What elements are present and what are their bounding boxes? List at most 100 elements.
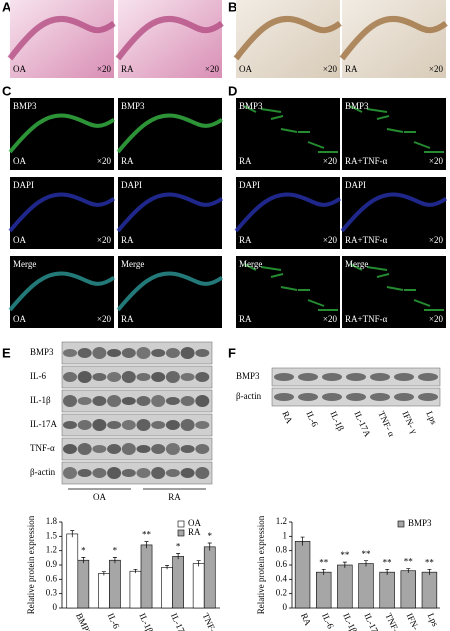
y-tick-label: 0 (283, 602, 288, 612)
y-tick-label: 0.2 (276, 588, 287, 598)
y-tick-label: 0.6 (276, 559, 288, 569)
band (180, 419, 195, 431)
tissue (339, 15, 448, 61)
band (107, 467, 122, 479)
band (107, 444, 122, 454)
tissue (8, 192, 116, 233)
band (274, 393, 294, 401)
band (151, 467, 166, 479)
error-bar (385, 568, 390, 576)
error-bar (196, 560, 201, 567)
band (121, 469, 136, 477)
band (370, 393, 390, 401)
cell (386, 286, 404, 291)
y-tick-label: 0.3 (46, 588, 58, 598)
error-bar (364, 560, 368, 567)
image-label: RA (121, 314, 134, 324)
band (136, 445, 151, 453)
image-label: OA (13, 156, 26, 166)
legend-swatch (177, 520, 185, 528)
cell (270, 273, 284, 278)
band (180, 347, 195, 359)
bar (129, 570, 142, 609)
band (180, 468, 195, 478)
significance: * (176, 542, 181, 552)
bar (172, 556, 184, 609)
legend-label: RA (188, 527, 201, 537)
cell (243, 263, 257, 271)
lane-label: IL-17A (352, 409, 373, 438)
band (77, 348, 92, 358)
lane-label: TNF- α (376, 409, 397, 438)
band (165, 371, 180, 383)
significance: ** (362, 549, 372, 559)
image-label: RA (121, 64, 134, 74)
band (298, 393, 318, 401)
stain-label: BMP3 (239, 101, 263, 111)
x-tick-label: IL-17A (169, 611, 190, 631)
image-label: RA (345, 64, 358, 74)
magnification: ×20 (323, 156, 338, 166)
bar (98, 573, 110, 609)
x-tick-label: RA (299, 611, 314, 627)
significance: ** (319, 557, 329, 567)
magnification: ×20 (97, 314, 112, 324)
significance: ** (340, 550, 350, 560)
band (121, 420, 136, 430)
band (346, 373, 366, 381)
error-bar (300, 536, 305, 546)
magnification: ×20 (323, 235, 338, 245)
tissue (8, 113, 116, 154)
band (63, 395, 77, 407)
magnification: ×20 (323, 314, 338, 324)
x-tick-label: BMP3 (74, 611, 93, 631)
cell (243, 105, 257, 113)
tissue (233, 15, 342, 61)
band (107, 349, 122, 357)
stain-label: DAPI (345, 180, 366, 190)
band (394, 373, 414, 381)
tissue (340, 192, 448, 233)
tissue (234, 192, 342, 233)
lane-label: IL-6 (304, 409, 320, 428)
band (92, 396, 107, 406)
band (77, 420, 92, 430)
image-label: OA (239, 64, 252, 74)
band (136, 347, 151, 359)
stain-label: DAPI (13, 180, 34, 190)
x-tick-label: Lps (426, 611, 441, 628)
image-label: RA (239, 235, 252, 245)
error-bar (133, 568, 138, 574)
band (370, 373, 390, 381)
cell (307, 141, 325, 149)
image-label: RA+TNF-α (345, 235, 388, 245)
error-bar (81, 557, 86, 564)
stain-label: Merge (13, 259, 36, 269)
error-bar (112, 557, 117, 564)
group-label: RA (168, 492, 181, 502)
cell (307, 299, 325, 307)
panel-label: B (228, 0, 237, 14)
significance: * (207, 531, 212, 541)
tissue (116, 192, 224, 233)
band (180, 396, 195, 406)
magnification: ×20 (429, 235, 444, 245)
y-axis-label: Relative protein expression (26, 515, 36, 614)
band (195, 395, 210, 407)
cell (280, 286, 298, 291)
band (63, 372, 77, 382)
blot-row-label: TNF-α (30, 443, 55, 453)
cell (413, 141, 431, 149)
x-tick-label: TNF- α (383, 611, 404, 631)
band (298, 373, 318, 381)
lane-label: IFN- γ (400, 409, 419, 435)
y-tick-label: 1 (283, 530, 288, 540)
image-label: RA (239, 314, 252, 324)
band (151, 395, 166, 407)
error-bar (176, 553, 181, 560)
band (195, 421, 210, 429)
tissue (7, 15, 116, 61)
band (121, 371, 136, 383)
image-label: RA+TNF-α (345, 156, 388, 166)
bar (77, 559, 90, 609)
